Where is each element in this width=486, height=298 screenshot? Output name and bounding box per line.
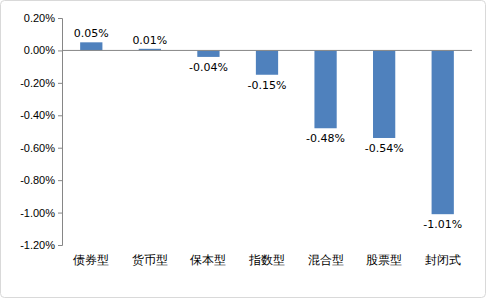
- data-label: 0.05%: [74, 27, 109, 40]
- x-tick-label: 股票型: [366, 253, 402, 267]
- y-tick-label: -1.20%: [20, 239, 55, 251]
- x-tick-label: 保本型: [190, 253, 226, 267]
- bar: [197, 50, 219, 56]
- x-tick-label: 债券型: [73, 253, 109, 267]
- y-tick-mark: [58, 148, 62, 149]
- y-tick-mark: [58, 83, 62, 84]
- x-axis: 债券型 货币型 保本型 指数型 混合型 股票型 封闭式: [73, 253, 460, 267]
- y-tick-label: -0.60%: [20, 142, 55, 154]
- data-label: -0.04%: [189, 61, 228, 74]
- bar: [432, 50, 454, 214]
- x-tick-label: 指数型: [248, 253, 285, 267]
- y-tick: -0.40%: [20, 109, 62, 121]
- y-tick-mark: [58, 213, 62, 214]
- data-label: 0.01%: [132, 34, 167, 47]
- x-tick: 指数型: [248, 253, 285, 267]
- y-tick-mark: [58, 245, 62, 246]
- bar: [314, 50, 336, 128]
- bar: [373, 50, 395, 138]
- data-label: -1.01%: [423, 218, 462, 231]
- y-axis: 0.20% 0.00% -0.20% -0.40% -0.60% -0.80% -1.00%…: [20, 12, 62, 251]
- y-tick: -1.20%: [20, 239, 62, 251]
- data-label: -0.54%: [365, 142, 404, 155]
- bars: [80, 42, 454, 214]
- y-tick: 0.00%: [24, 44, 62, 56]
- y-tick-label: 0.20%: [24, 12, 55, 24]
- x-tick: 货币型: [132, 253, 168, 267]
- y-tick: 0.20%: [24, 12, 62, 24]
- x-tick: 债券型: [73, 253, 109, 267]
- y-tick-label: -0.40%: [20, 109, 55, 121]
- y-tick-mark: [58, 50, 62, 51]
- y-tick: -0.20%: [20, 77, 62, 89]
- x-tick: 保本型: [190, 253, 226, 267]
- y-tick-mark: [58, 180, 62, 181]
- y-tick: -1.00%: [20, 207, 62, 219]
- x-tick-label: 货币型: [132, 253, 168, 267]
- y-tick: -0.80%: [20, 174, 62, 186]
- y-axis-line: [58, 19, 63, 246]
- plot: 0.20% 0.00% -0.20% -0.40% -0.60% -0.80% -1.00%…: [20, 12, 472, 267]
- x-tick-label: 混合型: [308, 253, 344, 267]
- x-tick: 封闭式: [425, 253, 461, 267]
- y-tick-label: -1.00%: [20, 207, 55, 219]
- x-tick: 股票型: [366, 253, 402, 267]
- y-tick-mark: [58, 115, 62, 116]
- y-tick-mark: [58, 18, 62, 19]
- data-label: -0.48%: [306, 132, 345, 145]
- x-tick: 混合型: [308, 253, 344, 267]
- x-tick-label: 封闭式: [425, 253, 461, 267]
- y-tick-label: -0.80%: [20, 174, 55, 186]
- y-tick-label: -0.20%: [20, 77, 55, 89]
- chart-frame: [1, 1, 486, 298]
- zero-line: [62, 50, 472, 51]
- data-labels: 0.05% 0.01% -0.04% -0.15% -0.48% -0.54% -1.01%: [74, 27, 462, 231]
- bar: [80, 42, 102, 50]
- y-tick-label: 0.00%: [24, 44, 55, 56]
- bar: [256, 50, 278, 74]
- data-label: -0.15%: [248, 79, 287, 92]
- chart: 0.20% 0.00% -0.20% -0.40% -0.60% -0.80% -1.00%…: [0, 0, 486, 298]
- y-tick: -0.60%: [20, 142, 62, 154]
